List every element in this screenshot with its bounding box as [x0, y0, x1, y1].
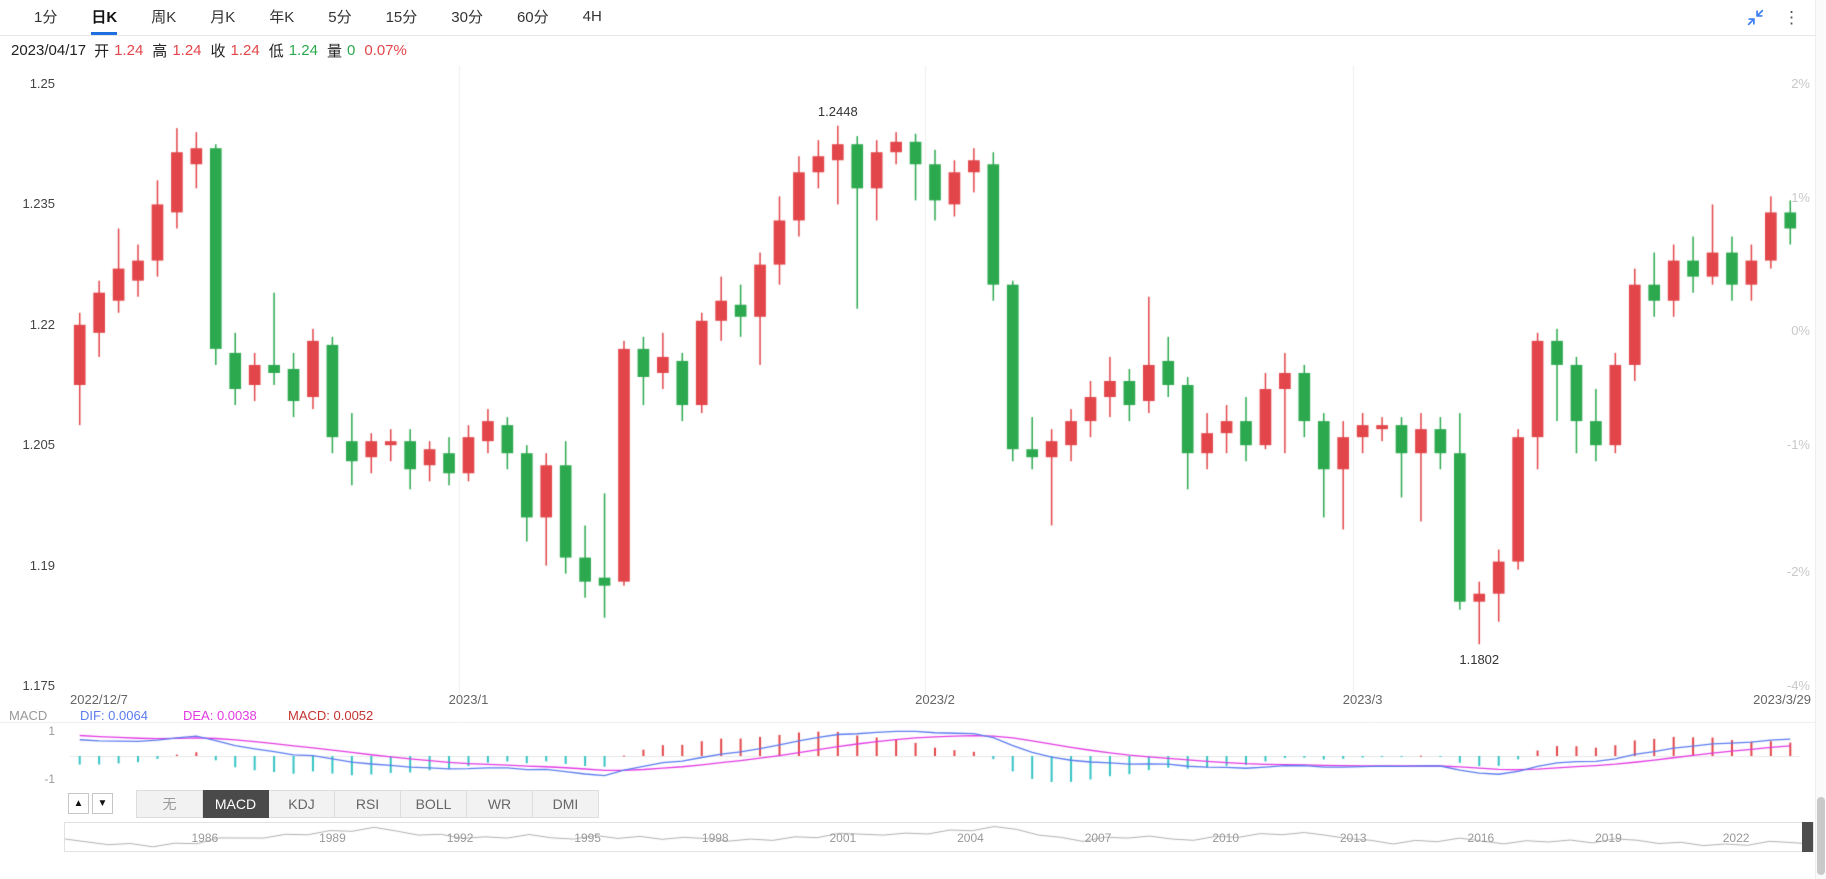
- percent-axis-label: 0%: [1791, 322, 1810, 338]
- navigator-handle[interactable]: [1802, 822, 1813, 852]
- more-options-icon[interactable]: ⋮: [1783, 8, 1800, 27]
- change-percent: 0.07%: [364, 41, 407, 59]
- info-field-label: 低: [268, 42, 284, 60]
- price-axis-label: 1.235: [22, 196, 55, 212]
- navigator-year-label: 1992: [446, 831, 474, 845]
- scrollbar-thumb[interactable]: [1817, 797, 1825, 875]
- price-axis-label: 1.25: [29, 76, 55, 91]
- info-date: 2023/04/17: [11, 41, 87, 59]
- ohlc-info-bar: 2023/04/17 开 1.24 高 1.24 收 1.24 低 1.24 量 0 0.07%: [0, 37, 407, 63]
- pane-up-button[interactable]: ▲: [68, 793, 89, 814]
- price-axis-label: 1.205: [22, 437, 55, 453]
- time-axis-label: 2023/3: [1342, 692, 1383, 707]
- navigator-year-label: 2010: [1212, 831, 1240, 845]
- tab-4h[interactable]: 4H: [582, 7, 602, 25]
- info-field-value: 1.24: [114, 41, 144, 59]
- tab-60min[interactable]: 60分: [516, 8, 549, 26]
- tab-monthly-k[interactable]: 月K: [210, 8, 236, 26]
- macd-dif-value: DIF: 0.0064: [80, 708, 148, 723]
- navigator-year-label: 2001: [829, 831, 857, 845]
- tab-yearly-k[interactable]: 年K: [269, 8, 295, 26]
- navigator-year-label: 1986: [191, 831, 219, 845]
- percent-axis-label: 1%: [1791, 190, 1810, 206]
- price-axis-label: 1.19: [29, 557, 55, 573]
- percent-axis-label: -2%: [1786, 563, 1810, 579]
- pane-down-button[interactable]: ▼: [92, 793, 113, 814]
- low-price-annotation: 1.1802: [1459, 652, 1500, 668]
- indicator-tab-kdj[interactable]: KDJ: [269, 790, 335, 818]
- tab-15min[interactable]: 15分: [385, 8, 418, 26]
- indicator-tab-wr[interactable]: WR: [467, 790, 533, 818]
- percent-axis-label: -4%: [1786, 678, 1810, 693]
- macd-axis-bottom-label: -1: [44, 772, 55, 786]
- navigator-year-label: 2013: [1339, 831, 1367, 845]
- price-axis-label: 1.175: [22, 678, 55, 693]
- macd-dea-value: DEA: 0.0038: [183, 708, 257, 723]
- percent-axis-label: 2%: [1791, 76, 1810, 91]
- navigator-year-label: 2004: [957, 831, 984, 845]
- indicator-tab-boll[interactable]: BOLL: [401, 790, 467, 818]
- time-axis-label: 2022/12/7: [70, 692, 128, 707]
- indicator-tab-dmi[interactable]: DMI: [533, 790, 599, 818]
- navigator-year-label: 2016: [1467, 831, 1495, 845]
- info-field-label: 量: [326, 42, 342, 60]
- indicator-tabs: 无 MACD KDJ RSI BOLL WR DMI: [136, 790, 599, 818]
- tab-5min[interactable]: 5分: [328, 8, 352, 26]
- info-field-value: 1.24: [172, 41, 202, 59]
- navigator-year-label: 2007: [1084, 831, 1112, 845]
- indicator-tab-rsi[interactable]: RSI: [335, 790, 401, 818]
- indicator-tab-macd[interactable]: MACD: [203, 790, 269, 818]
- info-field-label: 收: [210, 42, 226, 60]
- time-axis-label: 2023/2: [915, 692, 955, 707]
- macd-macd-value: MACD: 0.0052: [288, 708, 374, 723]
- macd-pane-label: MACD: [9, 708, 48, 723]
- indicator-tab-none[interactable]: 无: [137, 790, 203, 818]
- fit-screen-icon[interactable]: [1746, 8, 1765, 27]
- percent-axis-label: -1%: [1786, 437, 1810, 453]
- toolbar-icons: ⋮: [1746, 0, 1826, 35]
- tab-1min[interactable]: 1分: [34, 8, 58, 26]
- navigator-year-label: 1998: [701, 831, 729, 845]
- timeline-navigator[interactable]: 1986 1989 1992 1995 1998 2001 2004 2007 2010 2013…: [64, 822, 1814, 852]
- time-axis-label: 2023/3/29: [1753, 692, 1811, 707]
- info-field-label: 高: [152, 42, 168, 60]
- high-price-annotation: 1.2448: [817, 103, 858, 119]
- vertical-scrollbar[interactable]: [1815, 0, 1826, 879]
- price-axis-label: 1.22: [29, 316, 55, 332]
- info-field-value: 1.24: [230, 41, 260, 59]
- info-fields: 开 1.24 高 1.24 收 1.24 低 1.24 量 0: [94, 40, 364, 61]
- info-field-value: 0: [346, 41, 356, 59]
- tab-weekly-k[interactable]: 周K: [151, 8, 177, 26]
- interval-tabs: 1分 日K 周K 月K 年K 5分 15分 30分 60分 4H: [34, 0, 602, 35]
- navigator-year-label: 1995: [574, 831, 601, 845]
- indicator-bar: ▲ ▼ 无 MACD KDJ RSI BOLL WR DMI: [0, 790, 1826, 818]
- macd-axis-top-label: 1: [48, 724, 55, 738]
- navigator-year-label: 1989: [319, 831, 346, 845]
- tab-daily-k[interactable]: 日K: [91, 0, 118, 35]
- time-axis-label: 2023/1: [448, 692, 489, 707]
- info-field-value: 1.24: [288, 41, 318, 59]
- navigator-year-label: 2019: [1595, 831, 1622, 845]
- tab-30min[interactable]: 30分: [451, 8, 483, 26]
- info-field-label: 开: [94, 42, 110, 60]
- interval-toolbar: 1分 日K 周K 月K 年K 5分 15分 30分 60分 4H ⋮: [0, 0, 1826, 36]
- navigator-year-label: 2022: [1722, 831, 1750, 845]
